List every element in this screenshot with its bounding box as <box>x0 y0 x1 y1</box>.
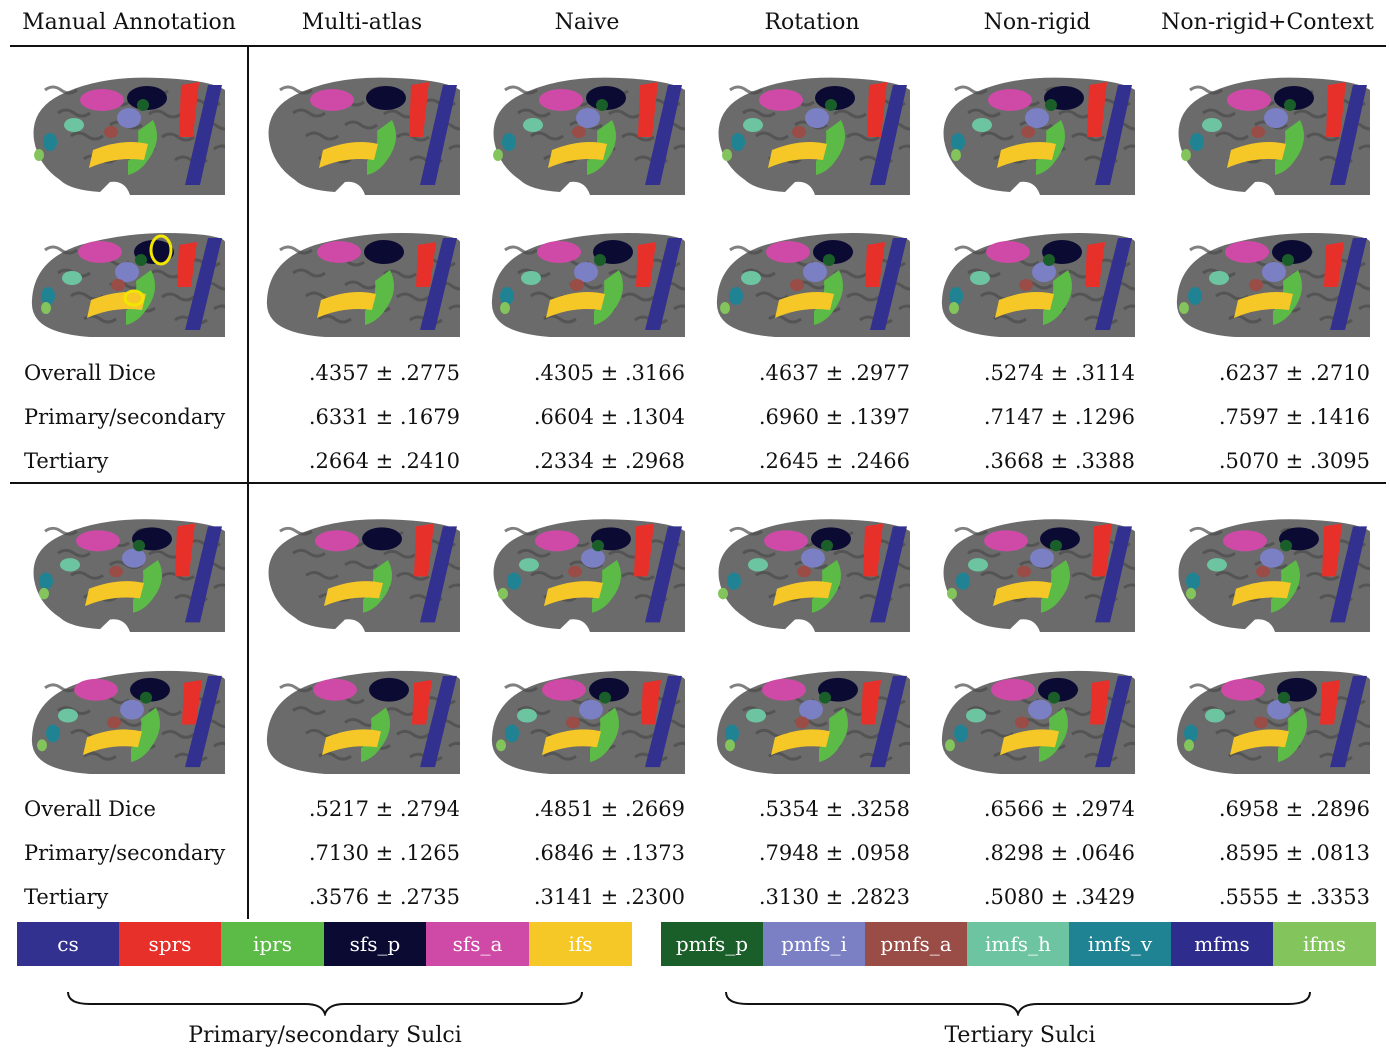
brain-rendering <box>265 230 460 337</box>
dice-value: .5217 ± .2794 <box>308 797 460 821</box>
legend-item-sfs-a: sfs_a <box>426 922 529 966</box>
dice-value: .3141 ± .2300 <box>533 885 685 909</box>
legend-tertiary: pmfs_p pmfs_i pmfs_a imfs_h imfs_v mfms … <box>661 922 1376 966</box>
section-rule <box>10 482 1386 484</box>
brain-rendering <box>265 70 460 195</box>
dice-value: .5080 ± .3429 <box>983 885 1135 909</box>
dice-value: .3130 ± .2823 <box>758 885 910 909</box>
brain-rendering <box>715 230 910 337</box>
legend-item-pmfs-a: pmfs_a <box>865 922 967 966</box>
dice-value: .6566 ± .2974 <box>983 797 1135 821</box>
brain-rendering <box>940 668 1135 774</box>
brain-rendering <box>715 70 910 195</box>
dice-value: .4357 ± .2775 <box>308 361 460 385</box>
brain-rendering <box>30 70 225 195</box>
legend-item-ifs: ifs <box>529 922 632 966</box>
legend-item-sprs: sprs <box>119 922 221 966</box>
group-label-tertiary: Tertiary Sulci <box>944 1023 1096 1048</box>
dice-value: .5555 ± .3353 <box>1218 885 1370 909</box>
header-multi-atlas: Multi-atlas <box>301 10 423 35</box>
legend-item-pmfs-i: pmfs_i <box>763 922 865 966</box>
brain-rendering <box>490 668 685 774</box>
brain-rendering <box>490 512 685 632</box>
brain-rendering <box>940 70 1135 195</box>
dice-value: .7948 ± .0958 <box>758 841 910 865</box>
brace-tertiary <box>725 991 1311 1016</box>
header-rule <box>10 45 1386 47</box>
row-label-primary-secondary: Primary/secondary <box>24 405 226 429</box>
legend-item-mfms: mfms <box>1171 922 1273 966</box>
row-label-overall-dice: Overall Dice <box>24 361 156 385</box>
brain-rendering <box>30 668 225 774</box>
brain-rendering <box>265 668 460 774</box>
dice-value: .2664 ± .2410 <box>308 449 460 473</box>
dice-value: .6960 ± .1397 <box>758 405 910 429</box>
row-label-tertiary: Tertiary <box>24 885 109 909</box>
dice-value: .6237 ± .2710 <box>1218 361 1370 385</box>
header-rotation: Rotation <box>764 10 860 35</box>
header-manual-annotation: Manual Annotation <box>22 10 236 35</box>
row-label-overall-dice: Overall Dice <box>24 797 156 821</box>
legend-item-sfs-p: sfs_p <box>324 922 426 966</box>
brain-rendering <box>940 512 1135 632</box>
legend-primary: cs sprs iprs sfs_p sfs_a ifs <box>17 922 632 966</box>
brace-primary <box>67 991 583 1016</box>
brain-rendering <box>490 70 685 195</box>
header-non-rigid-context: Non-rigid+Context <box>1161 10 1374 35</box>
dice-value: .2334 ± .2968 <box>533 449 685 473</box>
legend-item-cs: cs <box>17 922 119 966</box>
dice-value: .8595 ± .0813 <box>1218 841 1370 865</box>
legend-item-pmfs-p: pmfs_p <box>661 922 763 966</box>
brain-rendering <box>30 512 225 632</box>
brain-rendering <box>1175 70 1370 195</box>
dice-value: .4851 ± .2669 <box>533 797 685 821</box>
dice-value: .6604 ± .1304 <box>533 405 685 429</box>
dice-value: .2645 ± .2466 <box>758 449 910 473</box>
dice-value: .4637 ± .2977 <box>758 361 910 385</box>
dice-value: .3668 ± .3388 <box>983 449 1135 473</box>
brain-rendering <box>715 668 910 774</box>
legend-item-ifms: ifms <box>1273 922 1376 966</box>
dice-value: .3576 ± .2735 <box>308 885 460 909</box>
dice-value: .6331 ± .1679 <box>308 405 460 429</box>
header-naive: Naive <box>554 10 620 35</box>
brain-rendering <box>490 230 685 337</box>
row-label-tertiary: Tertiary <box>24 449 109 473</box>
row-label-primary-secondary: Primary/secondary <box>24 841 226 865</box>
dice-value: .5274 ± .3114 <box>983 361 1135 385</box>
brain-rendering <box>1175 512 1370 632</box>
brain-rendering <box>940 230 1135 337</box>
legend-item-imfs-v: imfs_v <box>1069 922 1171 966</box>
dice-value: .8298 ± .0646 <box>983 841 1135 865</box>
brain-rendering <box>265 512 460 632</box>
brain-rendering <box>1175 668 1370 774</box>
dice-value: .7597 ± .1416 <box>1218 405 1370 429</box>
header-non-rigid: Non-rigid <box>983 10 1091 35</box>
legend-item-imfs-h: imfs_h <box>967 922 1069 966</box>
brain-rendering <box>715 512 910 632</box>
column-divider <box>247 47 249 919</box>
dice-value: .7130 ± .1265 <box>308 841 460 865</box>
dice-value: .6958 ± .2896 <box>1218 797 1370 821</box>
legend-item-iprs: iprs <box>221 922 324 966</box>
brain-rendering <box>1175 230 1370 337</box>
dice-value: .5070 ± .3095 <box>1218 449 1370 473</box>
dice-value: .7147 ± .1296 <box>983 405 1135 429</box>
dice-value: .6846 ± .1373 <box>533 841 685 865</box>
dice-value: .5354 ± .3258 <box>758 797 910 821</box>
group-label-primary: Primary/secondary Sulci <box>188 1023 462 1048</box>
dice-value: .4305 ± .3166 <box>533 361 685 385</box>
brain-rendering <box>30 230 225 337</box>
